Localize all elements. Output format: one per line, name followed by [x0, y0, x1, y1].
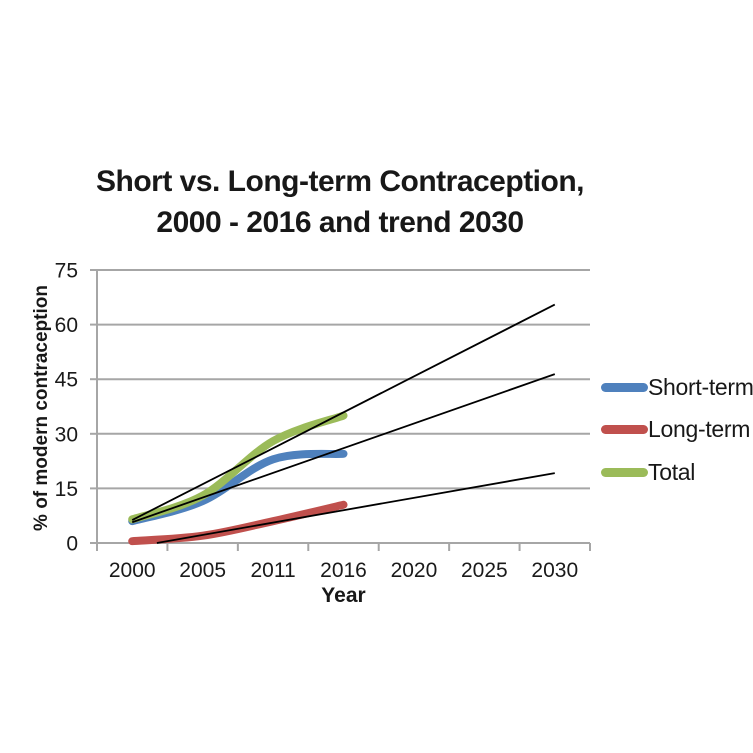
x-axis-title: Year [321, 584, 366, 607]
chart-title: Short vs. Long-term Contraception, 2000 … [0, 161, 680, 243]
y-tick-label: 60 [55, 314, 78, 337]
trend-line-total-trend [131, 303, 556, 521]
trend-line-short-term-trend [131, 373, 556, 524]
legend-label-short-term: Short-term [648, 373, 753, 400]
legend-swatch-long-term [601, 424, 648, 434]
x-tick-label: 2025 [461, 559, 508, 582]
legend-label-long-term: Long-term [648, 415, 751, 442]
x-tick-label: 2020 [391, 559, 438, 582]
legend-item-long-term: Long-term [601, 414, 750, 444]
y-tick-label: 45 [55, 369, 78, 392]
trend-line-long-term-trend [156, 472, 555, 544]
legend-item-short-term: Short-term [601, 372, 753, 402]
x-tick-label: 2016 [320, 559, 367, 582]
y-tick-label: 30 [55, 423, 78, 446]
x-tick-label: 2011 [250, 559, 295, 582]
legend-label-total: Total [648, 458, 696, 485]
x-tick-label: 2000 [109, 559, 156, 582]
y-tick-label: 0 [66, 533, 78, 556]
y-tick-label: 15 [55, 478, 78, 501]
chart-title-line1: Short vs. Long-term Contraception, [95, 165, 585, 198]
legend-swatch-total [601, 467, 648, 477]
legend-swatch-short-term [601, 382, 648, 392]
y-axis-title: % of modern contraception [31, 285, 52, 531]
legend-item-total: Total [601, 457, 695, 487]
y-tick-label: 75 [55, 260, 78, 283]
chart-title-line2: 2000 - 2016 and trend 2030 [156, 206, 524, 239]
x-tick-label: 2030 [531, 559, 578, 582]
x-tick-label: 2005 [179, 559, 226, 582]
